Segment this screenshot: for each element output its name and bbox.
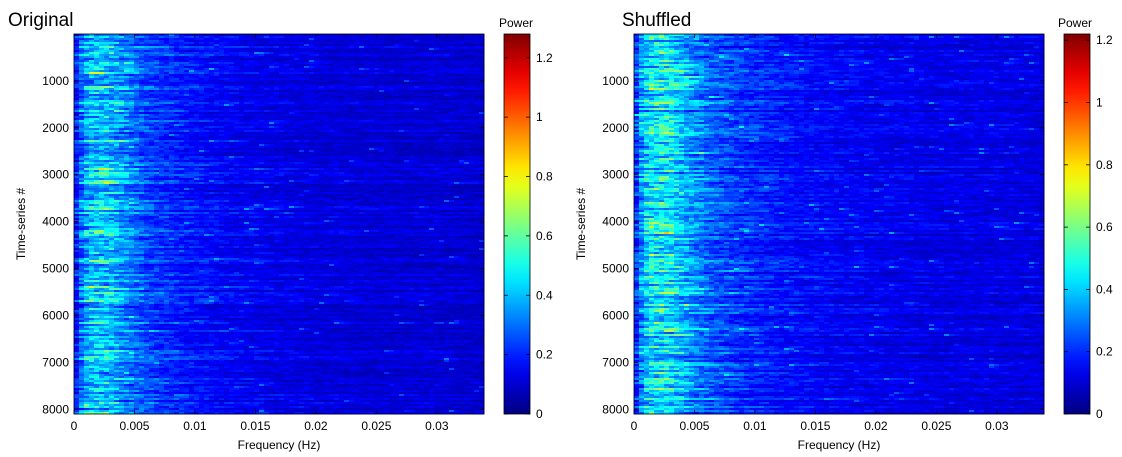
heatmap-cells-original xyxy=(74,34,484,414)
panel-title-original: Original xyxy=(8,10,73,31)
heatmap-original xyxy=(74,34,484,414)
panel-original: Original 0 0.005 0.01 0.015 0.02 0.025 0.03 10… xyxy=(8,10,553,452)
